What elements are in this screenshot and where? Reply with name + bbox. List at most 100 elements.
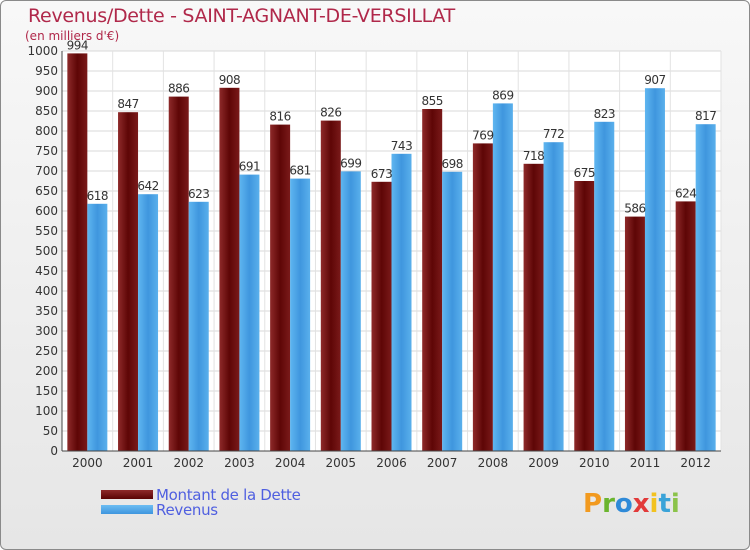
data-label-dette: 816 — [269, 110, 290, 124]
logo-letter: i — [670, 489, 680, 519]
logo-letter: r — [602, 489, 615, 519]
logo-letter: o — [614, 489, 633, 519]
chart-title: Revenus/Dette - SAINT-AGNANT-DE-VERSILLA… — [28, 5, 455, 27]
bar-dette — [168, 96, 189, 451]
y-tick-label: 750 — [35, 144, 58, 158]
data-label-dette: 855 — [421, 94, 442, 108]
bar-revenus — [442, 171, 463, 452]
x-tick-label: 2007 — [427, 456, 458, 470]
y-tick-label: 250 — [35, 344, 58, 358]
x-tick-label: 2006 — [376, 456, 407, 470]
legend-swatch-revenus — [101, 505, 153, 514]
data-label-revenus: 618 — [87, 189, 108, 203]
x-tick-label: 2008 — [478, 456, 509, 470]
y-tick-label: 600 — [35, 204, 58, 218]
y-tick-label: 200 — [35, 364, 58, 378]
legend-label-revenus: Revenus — [156, 500, 218, 519]
x-tick-label: 2009 — [528, 456, 559, 470]
y-tick-label: 700 — [35, 164, 58, 178]
data-label-dette: 847 — [117, 97, 138, 111]
bar-revenus — [87, 203, 108, 451]
y-tick-label: 500 — [35, 244, 58, 258]
data-label-revenus: 691 — [239, 160, 260, 174]
x-tick-label: 2010 — [579, 456, 610, 470]
bar-dette — [371, 181, 392, 452]
data-label-revenus: 823 — [594, 107, 615, 121]
x-tick-label: 2004 — [275, 456, 306, 470]
y-tick-label: 300 — [35, 324, 58, 338]
bar-dette — [624, 216, 645, 451]
data-label-dette: 675 — [574, 166, 595, 180]
y-tick-label: 800 — [35, 124, 58, 138]
logo-letter: t — [658, 489, 671, 519]
bar-revenus — [188, 201, 209, 451]
x-tick-label: 2003 — [224, 456, 255, 470]
legend-swatch-dette — [101, 490, 153, 499]
data-label-dette: 586 — [624, 202, 645, 216]
bar-dette — [472, 143, 493, 451]
data-label-revenus: 681 — [289, 164, 310, 178]
x-tick-label: 2011 — [630, 456, 661, 470]
bar-dette — [675, 201, 696, 451]
bar-revenus — [340, 171, 361, 451]
bar-revenus — [492, 103, 513, 452]
logo-letter: x — [632, 489, 650, 519]
logo-letter: i — [649, 489, 659, 519]
bar-revenus — [138, 194, 159, 451]
y-tick-label: 450 — [35, 264, 58, 278]
data-label-dette: 624 — [675, 186, 696, 200]
y-tick-label: 100 — [35, 404, 58, 418]
proxiti-logo: Proxiti — [583, 489, 680, 519]
y-tick-label: 550 — [35, 224, 58, 238]
chart-legend: Montant de la Dette Revenus — [101, 485, 301, 519]
x-tick-label: 2005 — [326, 456, 357, 470]
data-label-revenus: 907 — [644, 73, 665, 87]
bar-revenus — [391, 153, 412, 452]
bar-dette — [67, 53, 88, 452]
bar-dette — [422, 109, 443, 451]
bar-dette — [574, 181, 595, 451]
bar-dette — [270, 124, 291, 451]
chart-subtitle: (en milliers d'€) — [25, 29, 120, 43]
data-label-revenus: 869 — [492, 88, 513, 102]
y-tick-label: 50 — [43, 424, 58, 438]
bar-revenus — [594, 121, 615, 452]
y-tick-label: 400 — [35, 284, 58, 298]
y-tick-label: 350 — [35, 304, 58, 318]
x-tick-label: 2002 — [173, 456, 204, 470]
y-tick-label: 850 — [35, 104, 58, 118]
data-label-revenus: 698 — [441, 157, 462, 171]
bar-dette — [118, 112, 139, 451]
bar-revenus — [543, 142, 564, 451]
data-label-dette: 908 — [219, 73, 240, 87]
bar-revenus — [644, 88, 665, 451]
legend-item-revenus: Revenus — [101, 500, 301, 519]
bar-dette — [219, 87, 240, 452]
data-label-revenus: 642 — [137, 179, 158, 193]
data-label-revenus: 623 — [188, 187, 209, 201]
logo-letter: P — [583, 489, 603, 519]
bar-dette — [523, 163, 544, 452]
x-tick-label: 2000 — [72, 456, 103, 470]
y-tick-label: 900 — [35, 84, 58, 98]
data-label-revenus: 743 — [391, 139, 412, 153]
bar-dette — [320, 120, 341, 451]
y-tick-label: 150 — [35, 384, 58, 398]
x-tick-label: 2001 — [123, 456, 154, 470]
x-tick-label: 2012 — [680, 456, 711, 470]
bar-revenus — [239, 174, 260, 451]
data-label-revenus: 772 — [543, 127, 564, 141]
data-label-revenus: 817 — [695, 109, 716, 123]
y-tick-label: 950 — [35, 64, 58, 78]
data-label-dette: 994 — [67, 38, 88, 52]
bar-revenus — [290, 178, 311, 451]
y-tick-label: 1000 — [27, 44, 58, 58]
legend-item-dette: Montant de la Dette — [101, 485, 301, 504]
data-label-dette: 718 — [523, 149, 544, 163]
y-tick-label: 650 — [35, 184, 58, 198]
data-label-dette: 886 — [168, 82, 189, 96]
legend-label-dette: Montant de la Dette — [156, 485, 301, 504]
data-label-revenus: 699 — [340, 156, 361, 170]
